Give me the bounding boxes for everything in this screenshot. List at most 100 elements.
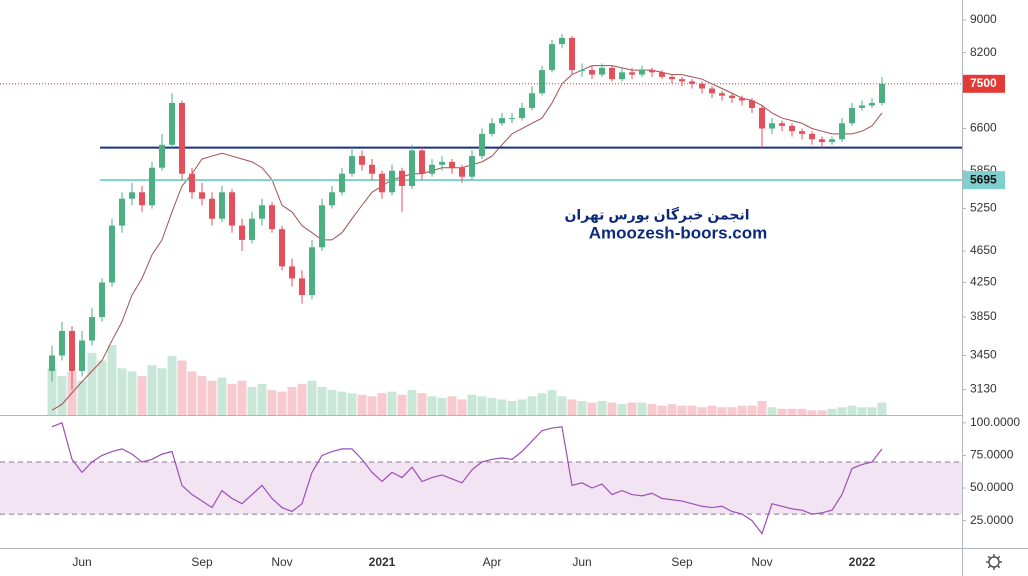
annotation: Amoozesh-boors.com xyxy=(589,223,768,242)
volume-bar xyxy=(847,405,857,415)
candle-body xyxy=(329,192,335,206)
candle-body xyxy=(459,167,465,177)
volume-bar xyxy=(697,407,707,415)
candle-body xyxy=(799,131,805,134)
candle-body xyxy=(669,76,675,80)
volume-bar xyxy=(297,383,307,415)
candle-body xyxy=(419,150,425,174)
candle-body xyxy=(379,173,385,193)
candle-body xyxy=(559,37,565,45)
candle-body xyxy=(689,81,695,84)
volume-bar xyxy=(47,368,57,415)
volume-bar xyxy=(437,397,447,415)
volume-bar xyxy=(287,387,297,415)
volume-bar xyxy=(317,387,327,415)
volume-bar xyxy=(687,405,697,415)
candle-body xyxy=(239,225,245,240)
volume-bar xyxy=(647,404,657,415)
candle-body xyxy=(639,70,645,75)
candle-body xyxy=(349,156,355,174)
candle-body xyxy=(649,70,655,73)
volume-bar xyxy=(757,401,767,415)
volume-bar xyxy=(407,390,417,415)
x-tick-label: Jun xyxy=(72,555,91,569)
candle-body xyxy=(749,100,755,108)
volume-bar xyxy=(767,407,777,415)
volume-bar xyxy=(707,405,717,415)
candle-body xyxy=(309,247,315,296)
candle-body xyxy=(129,192,135,199)
volume-bar xyxy=(307,380,317,415)
candle-body xyxy=(479,133,485,157)
rsi-band xyxy=(0,461,962,515)
settings-icon-spokes[interactable] xyxy=(986,554,1002,570)
volume-bar xyxy=(77,380,87,415)
candle-body xyxy=(299,278,305,296)
volume-bar xyxy=(597,401,607,415)
candle-body xyxy=(609,67,615,80)
candle-body xyxy=(529,93,535,108)
candle-body xyxy=(59,330,65,356)
volume-bar xyxy=(797,408,807,415)
volume-bar xyxy=(87,352,97,415)
volume-bar xyxy=(207,380,217,415)
candle-body xyxy=(629,72,635,75)
candle-body xyxy=(169,102,175,145)
volume-bar xyxy=(517,399,527,415)
volume-bar xyxy=(737,405,747,415)
volume-bar xyxy=(717,407,727,415)
volume-bar xyxy=(727,407,737,415)
candle-body xyxy=(259,205,265,219)
candle-body xyxy=(509,118,515,120)
candle-body xyxy=(539,70,545,94)
candle-body xyxy=(249,218,255,240)
volume-bar xyxy=(277,391,287,415)
volume-bar xyxy=(217,377,227,415)
candle-body xyxy=(449,161,455,168)
y-tick-label: 25.0000 xyxy=(970,513,1014,527)
candle-body xyxy=(319,205,325,248)
volume-bar xyxy=(327,390,337,415)
x-tick-label: Sep xyxy=(671,555,693,569)
candle-body xyxy=(779,123,785,126)
volume-bar xyxy=(147,365,157,415)
candle-body xyxy=(209,198,215,219)
candle-body xyxy=(849,107,855,124)
y-tick-label: 100.0000 xyxy=(970,415,1020,429)
volume-bar xyxy=(657,405,667,415)
volume-bar xyxy=(97,360,107,415)
y-tick-label: 6600 xyxy=(970,121,997,135)
volume-bar xyxy=(117,368,127,415)
volume-bar xyxy=(417,393,427,415)
x-tick-label: Jun xyxy=(572,555,591,569)
settings-icon[interactable] xyxy=(986,554,1002,570)
x-tick-label: 2021 xyxy=(369,555,396,569)
volume-bar xyxy=(197,376,207,415)
x-tick-label: 2022 xyxy=(849,555,876,569)
candle-body xyxy=(759,107,765,129)
candle-body xyxy=(719,93,725,96)
candle-body xyxy=(149,167,155,206)
volume-bar xyxy=(637,402,647,415)
rsi-line xyxy=(51,422,883,535)
volume-bar xyxy=(257,383,267,415)
candle-body xyxy=(229,192,235,226)
volume-bar xyxy=(157,368,167,415)
candle-body xyxy=(489,123,495,134)
volume-bar xyxy=(667,404,677,415)
candle-body xyxy=(389,170,395,193)
volume-bar xyxy=(137,376,147,415)
y-tick-label: 4250 xyxy=(970,275,997,289)
volume-bar xyxy=(547,390,557,415)
volume-bar xyxy=(167,355,177,415)
y-tick-label: 3850 xyxy=(970,309,997,323)
volume-bar xyxy=(227,383,237,415)
candle-body xyxy=(409,150,415,186)
volume-bar xyxy=(357,394,367,415)
candle-body xyxy=(439,161,445,165)
candle-body xyxy=(739,98,745,101)
candle-body xyxy=(829,139,835,143)
candle-body xyxy=(789,125,795,132)
volume-bar xyxy=(487,397,497,415)
